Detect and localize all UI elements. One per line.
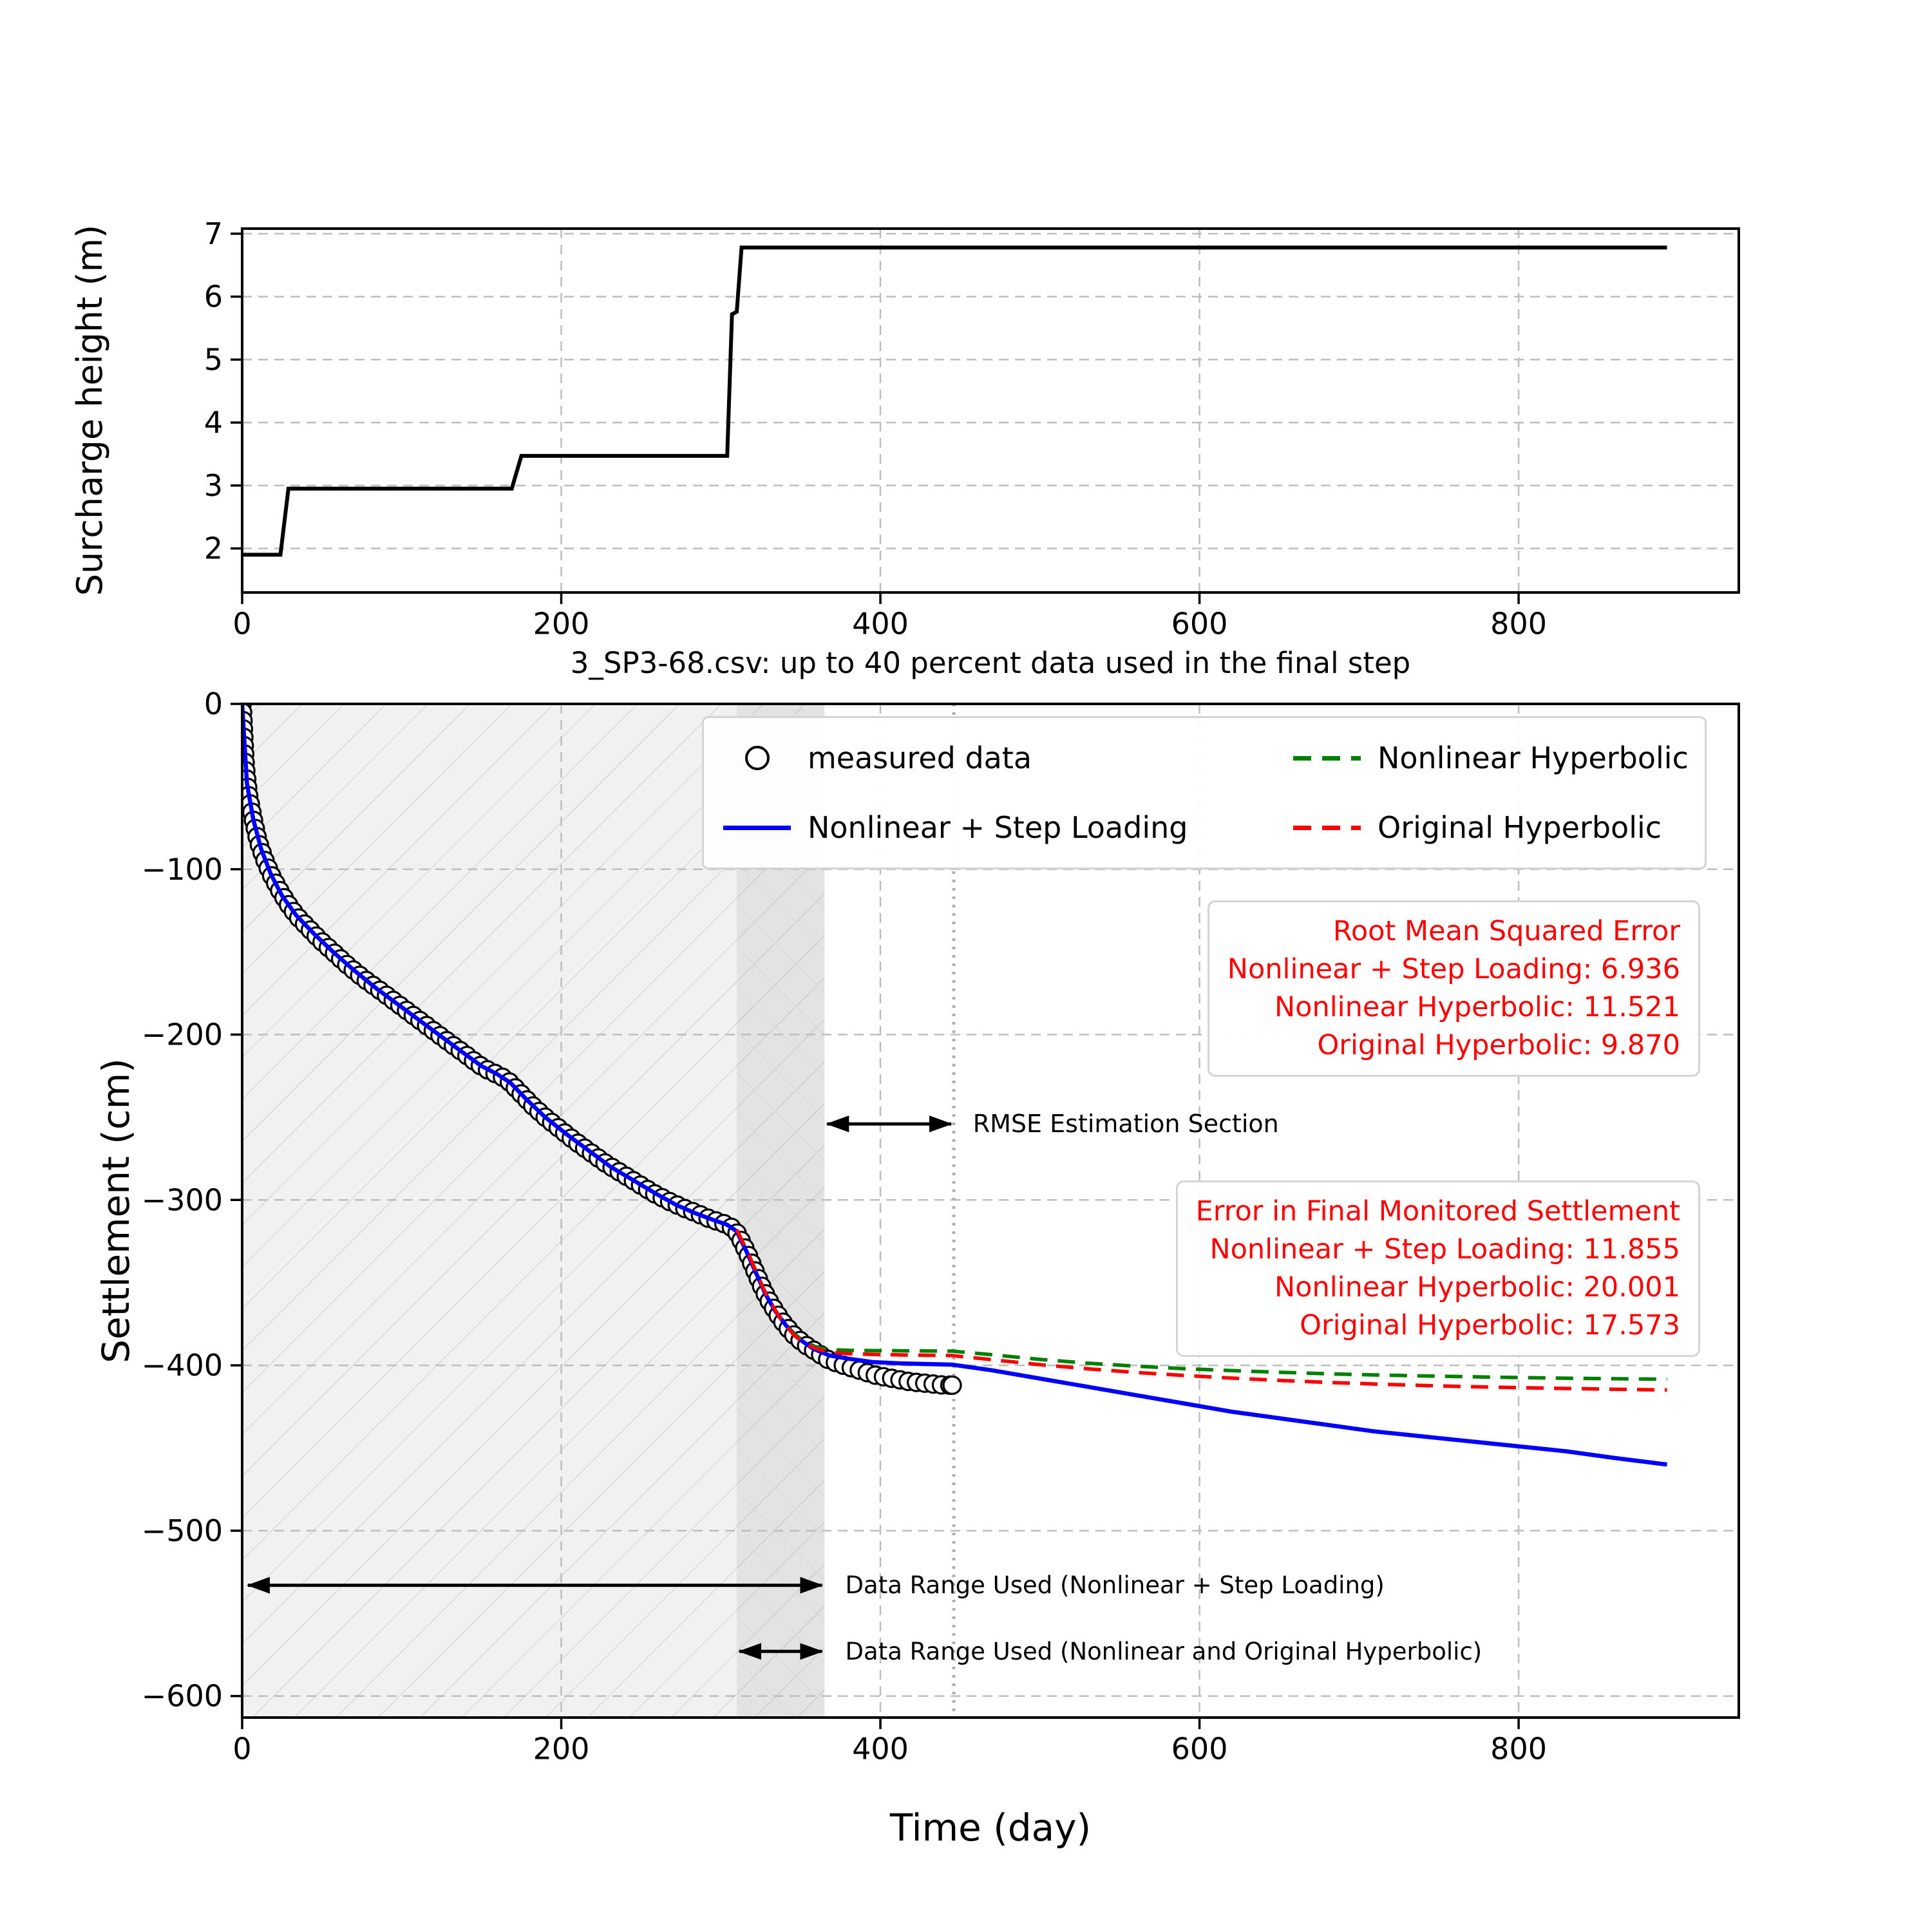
svg-text:6: 6: [204, 279, 223, 314]
bottom-plot-xlabel: Time (day): [889, 1806, 1091, 1850]
top-plot-ylabel: Surcharge height (m): [70, 225, 110, 596]
svg-text:400: 400: [852, 1731, 909, 1766]
svg-text:−300: −300: [142, 1182, 223, 1217]
svg-text:200: 200: [533, 1731, 590, 1766]
data-range-hyperbolic-annotation: Data Range Used (Nonlinear and Original …: [846, 1638, 1482, 1665]
bottom-plot-title: 3_SP3-68.csv: up to 40 percent data used…: [571, 646, 1410, 680]
svg-text:−100: −100: [142, 852, 223, 887]
legend-item-measured-data: measured data: [704, 741, 1274, 775]
legend: measured data Nonlinear + Step Loading N…: [702, 716, 1707, 869]
svg-text:−600: −600: [142, 1679, 223, 1714]
svg-text:400: 400: [852, 606, 909, 641]
svg-text:2: 2: [204, 531, 223, 566]
settlement-plot: 0 200 400 600 800 0 −100 −200 −300 −400 −500 −600: [142, 687, 1740, 1766]
error-stat-line: Nonlinear Hyperbolic: 20.001: [1274, 1271, 1680, 1303]
error-stat-line: Original Hyperbolic: 17.573: [1300, 1309, 1680, 1341]
legend-label: measured data: [808, 741, 1032, 775]
curve-nonlinear-step-loading: [242, 704, 1667, 1467]
measured-data-marker-icon: [723, 746, 791, 770]
svg-text:−200: −200: [142, 1018, 223, 1052]
bottom-plot-ylabel: Settlement (cm): [94, 1058, 138, 1363]
final-settlement-error-box: Error in Final Monitored Settlement Nonl…: [1175, 1180, 1700, 1357]
rmse-stats-box: Root Mean Squared Error Nonlinear + Step…: [1207, 900, 1700, 1077]
error-stats-title: Error in Final Monitored Settlement: [1195, 1195, 1680, 1227]
rmse-stat-line: Nonlinear Hyperbolic: 11.521: [1274, 991, 1680, 1023]
solid-line-icon: [723, 825, 791, 830]
svg-text:5: 5: [204, 342, 223, 377]
legend-item-nonlinear-hyperbolic: Nonlinear Hyperbolic: [1274, 741, 1705, 775]
svg-text:3: 3: [204, 468, 223, 503]
legend-label: Nonlinear + Step Loading: [808, 810, 1188, 845]
data-range-step-loading-annotation: Data Range Used (Nonlinear + Step Loadin…: [846, 1571, 1385, 1599]
rmse-section-annotation: RMSE Estimation Section: [973, 1110, 1279, 1138]
legend-label: Original Hyperbolic: [1378, 810, 1662, 845]
svg-text:−400: −400: [142, 1348, 223, 1383]
rmse-stats-title: Root Mean Squared Error: [1332, 915, 1680, 947]
svg-text:0: 0: [232, 1731, 251, 1766]
svg-text:7: 7: [204, 216, 223, 251]
legend-item-original-hyperbolic: Original Hyperbolic: [1274, 810, 1705, 845]
svg-text:4: 4: [204, 405, 223, 440]
svg-text:−500: −500: [142, 1513, 223, 1548]
svg-text:0: 0: [232, 606, 251, 641]
dashed-line-icon: [1293, 825, 1361, 830]
svg-text:600: 600: [1171, 606, 1228, 641]
rmse-stat-line: Nonlinear + Step Loading: 6.936: [1227, 953, 1680, 985]
svg-text:800: 800: [1490, 1731, 1547, 1766]
chart-graphics: 0 200 400 600 800 2 3 4 5 6 7 0 200 400 600 800 0 −100 −20…: [142, 216, 1740, 1766]
dashed-line-icon: [1293, 755, 1361, 761]
legend-label: Nonlinear Hyperbolic: [1378, 741, 1689, 775]
rmse-stat-line: Original Hyperbolic: 9.870: [1317, 1029, 1680, 1061]
svg-text:800: 800: [1490, 606, 1547, 641]
svg-text:200: 200: [533, 606, 590, 641]
legend-item-nonlinear-step-loading: Nonlinear + Step Loading: [704, 810, 1274, 845]
surcharge-plot: 0 200 400 600 800 2 3 4 5 6 7: [204, 216, 1740, 641]
svg-text:0: 0: [204, 687, 223, 721]
svg-text:600: 600: [1171, 1731, 1228, 1766]
error-stat-line: Nonlinear + Step Loading: 11.855: [1209, 1233, 1680, 1265]
